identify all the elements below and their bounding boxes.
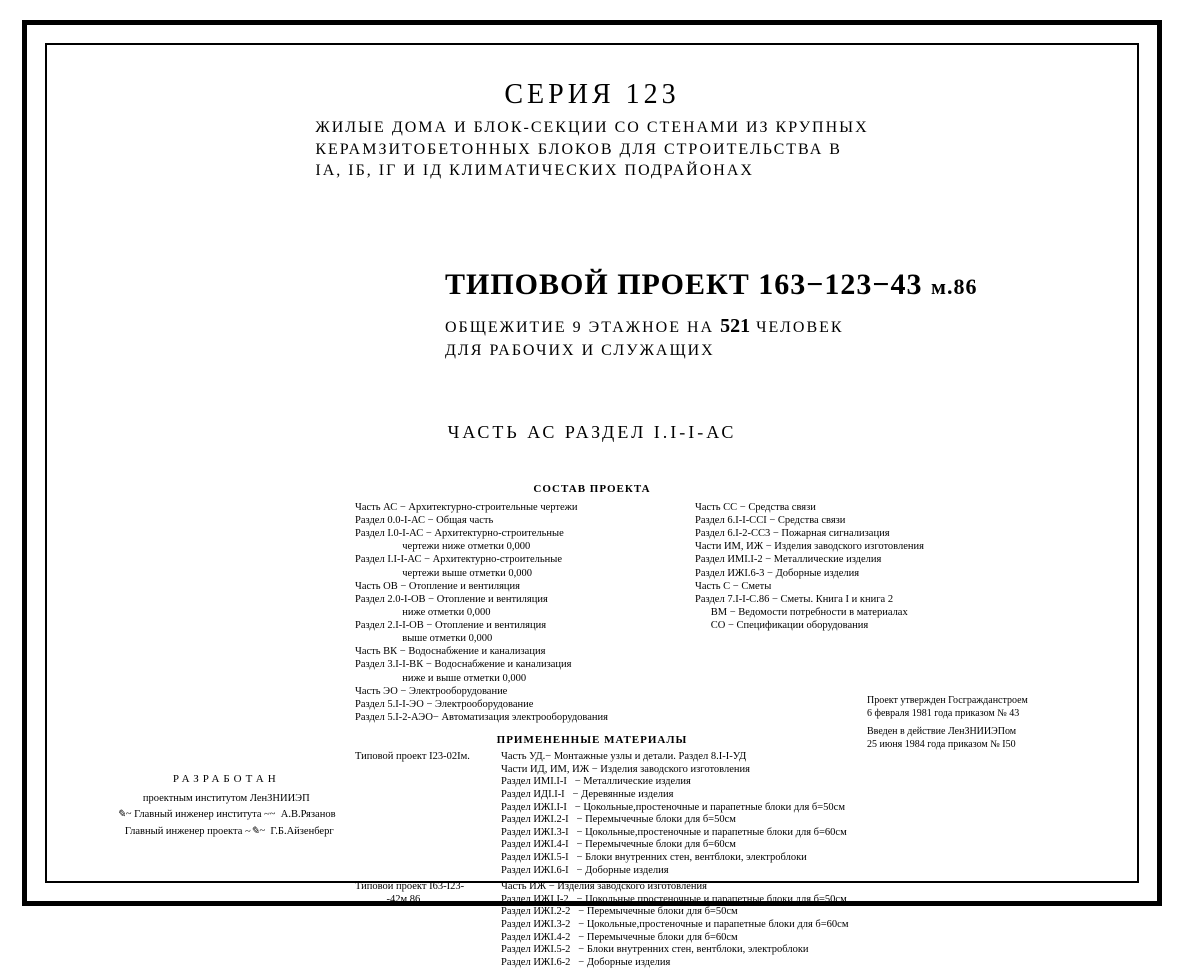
materials-project-ref: Типовой проект I23-02Iм. [355,751,495,764]
signature-icon: ~~ [264,807,276,824]
content-line: Раздел I.I-I-АС − Архитектурно-строитель… [355,553,655,566]
part-section-line: ЧАСТЬ АС РАЗДЕЛ I.I-I-АС [75,422,1109,443]
content-line: Раздел 7.I-I-С.86 − Сметы. Книга I и кни… [695,593,1015,606]
content-line: Часть ОВ − Отопление и вентиляция [355,580,655,593]
series-desc-line: КЕРАМЗИТОБЕТОННЫХ БЛОКОВ ДЛЯ СТРОИТЕЛЬСТ… [315,141,842,158]
signature-icon: ~✎~ [245,824,266,842]
content-line: выше отметки 0,000 [355,632,655,645]
materials-line: Части ИД, ИМ, ИЖ − Изделия заводского из… [501,764,1109,777]
content-line: Раздел ИДI.I-I − Деревянные изделия [501,789,1109,802]
content-line: ниже и выше отметки 0,000 [355,672,655,685]
materials-row-2: Типовой проект I63-I23- -42м 86 Часть ИЖ… [355,881,1109,969]
series-desc-line: ЖИЛЫЕ ДОМА И БЛОК-СЕКЦИИ СО СТЕНАМИ ИЗ К… [315,119,868,136]
content-line: Раздел ИЖI.6-3 − Доборные изделия [695,567,1015,580]
content-line: Часть АС − Архитектурно-строительные чер… [355,501,655,514]
content-line: Раздел ИЖI.5-I − Блоки внутренних стен, … [501,852,1109,865]
composition-right-col: Часть СС − Средства связиРаздел 6.I-I-СС… [695,501,1015,724]
content-line: Раздел 3.I-I-ВК − Водоснабжение и канали… [355,658,655,671]
content-line: Часть ВК − Водоснабжение и канализация [355,645,655,658]
content-line: Раздел ИЖI.6-I − Доборные изделия [501,865,1109,878]
content-line: Раздел ИЖI.2-I − Перемычечные блоки для … [501,814,1109,827]
series-desc-line: IА, IБ, IГ И IД КЛИМАТИЧЕСКИХ ПОДРАЙОНАХ [315,162,754,179]
content-line: Раздел ИЖI.3-2 − Цокольные,простеночные … [501,919,1109,932]
content-line: чертежи ниже отметки 0,000 [355,540,655,553]
content-line: Раздел 2.I-I-ОВ − Отопление и вентиляция [355,619,655,632]
content-line: Раздел I.0-I-АС − Архитектурно-строитель… [355,527,655,540]
content-line: Раздел ИЖI.4-2 − Перемычечные блоки для … [501,932,1109,945]
composition-columns: Часть АС − Архитектурно-строительные чер… [355,501,1109,724]
composition-block: СОСТАВ ПРОЕКТА Часть АС − Архитектурно-с… [75,483,1109,724]
content-line: Раздел ИЖI.2-2 − Перемычечные блоки для … [501,906,1109,919]
developer-block: РАЗРАБОТАН проектным институтом ЛенЗНИИЭ… [117,771,336,841]
content-line: Раздел ИЖI.3-I − Цокольные,простеночные … [501,827,1109,840]
content-line: СО − Спецификации оборудования [695,619,1015,632]
content-line: Раздел 5.I-I-ЭО − Электрооборудование [355,698,655,711]
developer-role: Главный инженер института [134,809,261,820]
materials-body: Часть ИЖ − Изделия заводского изготовлен… [501,881,1109,969]
outer-border: СЕРИЯ 123 ЖИЛЫЕ ДОМА И БЛОК-СЕКЦИИ СО СТ… [22,20,1162,906]
project-sub-text: ДЛЯ РАБОЧИХ И СЛУЖАЩИХ [445,342,715,359]
materials-line: Часть УД.− Монтажные узлы и детали. Разд… [501,751,1109,764]
project-block: ТИПОВОЙ ПРОЕКТ 163−123−43 м.86 ОБЩЕЖИТИЕ… [445,268,1109,362]
project-capacity: 521 [720,315,750,337]
inner-border: СЕРИЯ 123 ЖИЛЫЕ ДОМА И БЛОК-СЕКЦИИ СО СТ… [45,43,1139,883]
content-line: Часть ЭО − Электрооборудование [355,685,655,698]
series-block: СЕРИЯ 123 ЖИЛЫЕ ДОМА И БЛОК-СЕКЦИИ СО СТ… [75,79,1109,182]
approval-line: Введен в действие ЛенЗНИИЭПом [867,726,1097,739]
project-sub-text: ОБЩЕЖИТИЕ 9 ЭТАЖНОЕ НА [445,319,720,336]
content-line: Раздел ИЖI.4-I − Перемычечные блоки для … [501,839,1109,852]
content-line: Раздел 5.I-2-АЭО− Автоматизация электроо… [355,711,655,724]
developer-org: проектным институтом ЛенЗНИИЭП [117,791,336,808]
materials-list: Раздел ИМI.I-I − Металлические изделияРа… [501,776,1109,877]
content-line: Часть С − Сметы [695,580,1015,593]
project-title: ТИПОВОЙ ПРОЕКТ 163−123−43 м.86 [445,268,1109,302]
content-line: Раздел ИЖI.6-2 − Доборные изделия [501,957,1109,969]
content-line: ВМ − Ведомости потребности в материалах [695,606,1015,619]
materials-block: ПРИМЕНЕННЫЕ МАТЕРИАЛЫ Типовой проект I23… [355,734,1109,969]
approval-line: 25 июня 1984 года приказом № I50 [867,739,1097,752]
developer-name: А.В.Рязанов [281,809,336,820]
signature-icon: ✎~ [117,807,132,825]
materials-ref-line: -42м 86 [355,894,420,905]
approval-line: Проект утвержден Госгражданстроем [867,695,1097,708]
materials-line: Часть ИЖ − Изделия заводского изготовлен… [501,881,1109,894]
content-line: Части ИМ, ИЖ − Изделия заводского изгото… [695,540,1015,553]
materials-row-1: Типовой проект I23-02Iм. Часть УД.− Монт… [355,751,1109,877]
content-line: Раздел 0.0-I-АС − Общая часть [355,514,655,527]
content-line: Раздел ИЖI.I-I − Цокольные,простеночные … [501,802,1109,815]
developer-role: Главный инженер проекта [125,826,242,837]
content-line: ниже отметки 0,000 [355,606,655,619]
developer-title: РАЗРАБОТАН [117,771,336,789]
approval-block: Проект утвержден Госгражданстроем 6 февр… [867,695,1097,751]
materials-list: Раздел ИЖI.I-2 − Цокольные,простеночные … [501,894,1109,969]
project-subtitle: ОБЩЕЖИТИЕ 9 ЭТАЖНОЕ НА 521 ЧЕЛОВЕК ДЛЯ Р… [445,312,1109,362]
materials-body: Часть УД.− Монтажные узлы и детали. Разд… [501,751,1109,877]
content-line: Раздел ИЖI.I-2 − Цокольные,простеночные … [501,894,1109,907]
content-line: Раздел 2.0-I-ОВ − Отопление и вентиляция [355,593,655,606]
composition-title: СОСТАВ ПРОЕКТА [75,483,1109,497]
series-description: ЖИЛЫЕ ДОМА И БЛОК-СЕКЦИИ СО СТЕНАМИ ИЗ К… [315,117,868,182]
project-sub-text: ЧЕЛОВЕК [750,319,843,336]
content-line: Раздел ИМI.I-I − Металлические изделия [501,776,1109,789]
composition-left-col: Часть АС − Архитектурно-строительные чер… [355,501,655,724]
developer-signatory: ✎~ Главный инженер института ~~ А.В.Ряза… [117,807,336,824]
content-line: Раздел 6.I-2-СС3 − Пожарная сигнализация [695,527,1015,540]
content-line: чертежи выше отметки 0,000 [355,567,655,580]
series-title: СЕРИЯ 123 [75,79,1109,111]
materials-ref-line: Типовой проект I63-I23- [355,881,464,892]
materials-project-ref: Типовой проект I63-I23- -42м 86 [355,881,495,906]
content-line: Часть СС − Средства связи [695,501,1015,514]
content-line: Раздел 6.I-I-ССI − Средства связи [695,514,1015,527]
content-line: Раздел ИЖI.5-2 − Блоки внутренних стен, … [501,944,1109,957]
project-title-suffix: м.86 [931,274,978,299]
approval-line: 6 февраля 1981 года приказом № 43 [867,708,1097,721]
developer-signatory: Главный инженер проекта ~✎~ Г.Б.Айзенбер… [117,824,336,841]
content-line: Раздел ИМI.I-2 − Металлические изделия [695,553,1015,566]
project-title-main: ТИПОВОЙ ПРОЕКТ 163−123−43 [445,268,922,301]
developer-name: Г.Б.Айзенберг [270,826,333,837]
